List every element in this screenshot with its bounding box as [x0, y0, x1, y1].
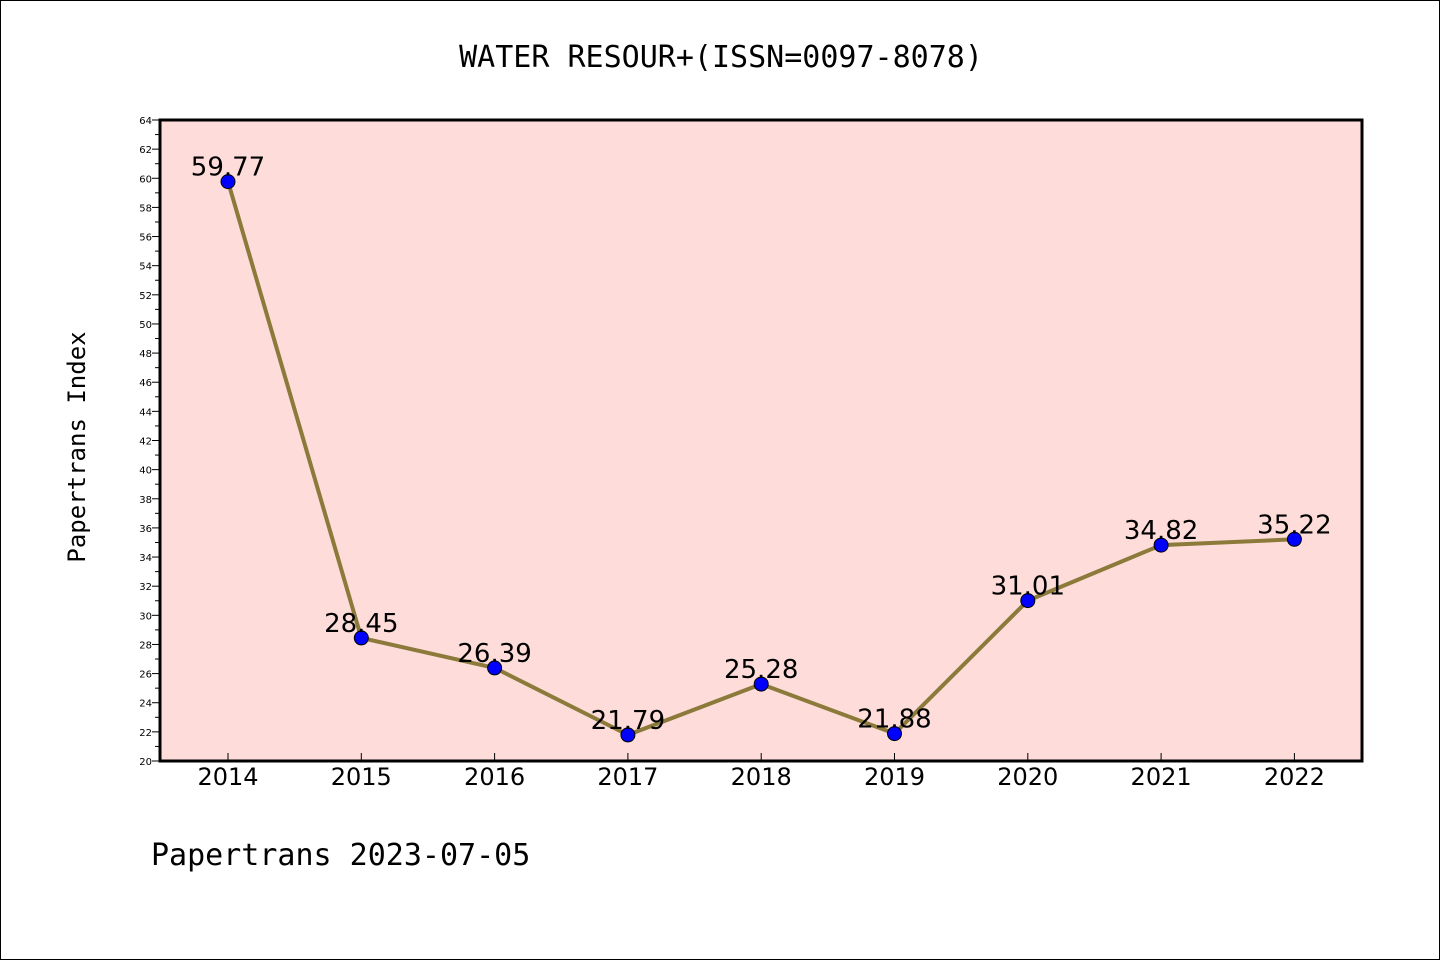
plot-area: [158, 118, 1364, 763]
x-tick-label: 2014: [197, 763, 258, 791]
y-tick-label: 50: [139, 320, 152, 331]
chart-title: WATER RESOUR+(ISSN=0097-8078): [459, 40, 983, 75]
data-label: 35.22: [1257, 510, 1331, 540]
x-axis: 2014 2015 2016 2017 2018 2019 2020 2021 2022: [197, 753, 1325, 791]
data-label: 59.77: [191, 153, 265, 183]
data-point: [753, 676, 769, 692]
data-point: [1153, 537, 1169, 553]
y-tick-label: 60: [139, 174, 152, 185]
data-label: 26.39: [457, 639, 531, 669]
y-tick-label: 34: [139, 553, 152, 564]
data-label: 25.28: [724, 655, 798, 685]
y-tick-label: 46: [139, 378, 152, 389]
y-tick-label: 56: [139, 233, 152, 244]
x-tick-label: 2021: [1131, 763, 1192, 791]
x-tick-label: 2022: [1264, 763, 1325, 791]
data-point: [353, 630, 369, 646]
y-tick-label: 20: [139, 757, 152, 768]
x-tick-label: 2020: [997, 763, 1058, 791]
x-tick-label: 2016: [464, 763, 525, 791]
y-tick-label: 32: [139, 582, 152, 593]
data-label: 21.79: [591, 706, 665, 736]
data-label: 28.45: [324, 609, 398, 639]
y-tick-label: 42: [139, 437, 152, 448]
data-point: [887, 726, 902, 742]
footer-credit: Papertrans 2023-07-05: [151, 838, 530, 873]
y-tick-label: 52: [139, 291, 152, 302]
y-tick-label: 22: [139, 728, 152, 739]
y-tick-label: 30: [139, 611, 152, 622]
data-label: 21.88: [857, 705, 931, 735]
data-point: [620, 727, 636, 743]
y-tick-label: 54: [139, 262, 152, 273]
y-tick-label: 62: [139, 145, 152, 156]
y-axis-label: Papertrans Index: [63, 331, 91, 562]
x-tick-label: 2015: [331, 763, 392, 791]
data-point: [1020, 593, 1036, 609]
y-tick-label: 44: [139, 407, 152, 418]
y-tick-label: 36: [139, 524, 152, 535]
x-tick-label: 2019: [864, 763, 925, 791]
y-tick-label: 58: [139, 203, 152, 214]
series-markers: [220, 174, 1302, 743]
x-tick-label: 2018: [731, 763, 792, 791]
x-tick-label: 2017: [597, 763, 658, 791]
y-tick-label: 38: [139, 495, 152, 506]
y-tick-label: 40: [139, 466, 152, 477]
y-tick-label: 48: [139, 349, 152, 360]
y-tick-label: 64: [139, 116, 152, 127]
y-tick-label: 26: [139, 670, 152, 681]
data-point: [1286, 531, 1302, 547]
data-point: [220, 174, 236, 190]
data-label: 34.82: [1124, 516, 1198, 546]
data-label: 31.01: [991, 572, 1065, 602]
y-tick-label: 28: [139, 640, 152, 651]
y-tick-label: 24: [139, 699, 152, 710]
y-axis: 20 22 24 26 28 30 32 34 36 38 40 42 44 46 48 50 52 54 56 58…: [139, 116, 160, 768]
data-labels: 59.77 28.45 26.39 21.79 25.28 21.88 31.01 34.82…: [191, 153, 1332, 736]
data-point: [487, 660, 503, 676]
